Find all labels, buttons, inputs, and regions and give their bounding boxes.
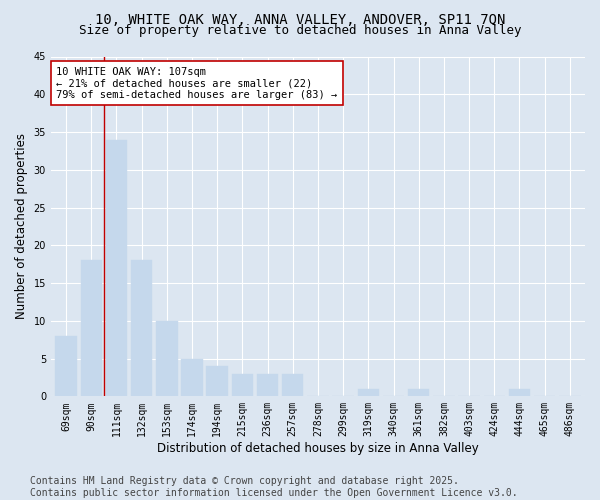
Bar xyxy=(156,321,178,396)
Bar xyxy=(408,389,430,396)
Y-axis label: Number of detached properties: Number of detached properties xyxy=(15,134,28,320)
Bar xyxy=(131,260,152,396)
Bar xyxy=(55,336,77,396)
Bar xyxy=(106,140,127,396)
Bar xyxy=(181,358,203,397)
Bar xyxy=(80,260,102,396)
Bar xyxy=(232,374,253,396)
Bar xyxy=(358,389,379,396)
Bar xyxy=(509,389,530,396)
Bar xyxy=(282,374,304,396)
Bar xyxy=(206,366,228,396)
X-axis label: Distribution of detached houses by size in Anna Valley: Distribution of detached houses by size … xyxy=(157,442,479,455)
Text: 10, WHITE OAK WAY, ANNA VALLEY, ANDOVER, SP11 7QN: 10, WHITE OAK WAY, ANNA VALLEY, ANDOVER,… xyxy=(95,12,505,26)
Bar xyxy=(257,374,278,396)
Text: 10 WHITE OAK WAY: 107sqm
← 21% of detached houses are smaller (22)
79% of semi-d: 10 WHITE OAK WAY: 107sqm ← 21% of detach… xyxy=(56,66,338,100)
Text: Contains HM Land Registry data © Crown copyright and database right 2025.
Contai: Contains HM Land Registry data © Crown c… xyxy=(30,476,518,498)
Text: Size of property relative to detached houses in Anna Valley: Size of property relative to detached ho… xyxy=(79,24,521,37)
